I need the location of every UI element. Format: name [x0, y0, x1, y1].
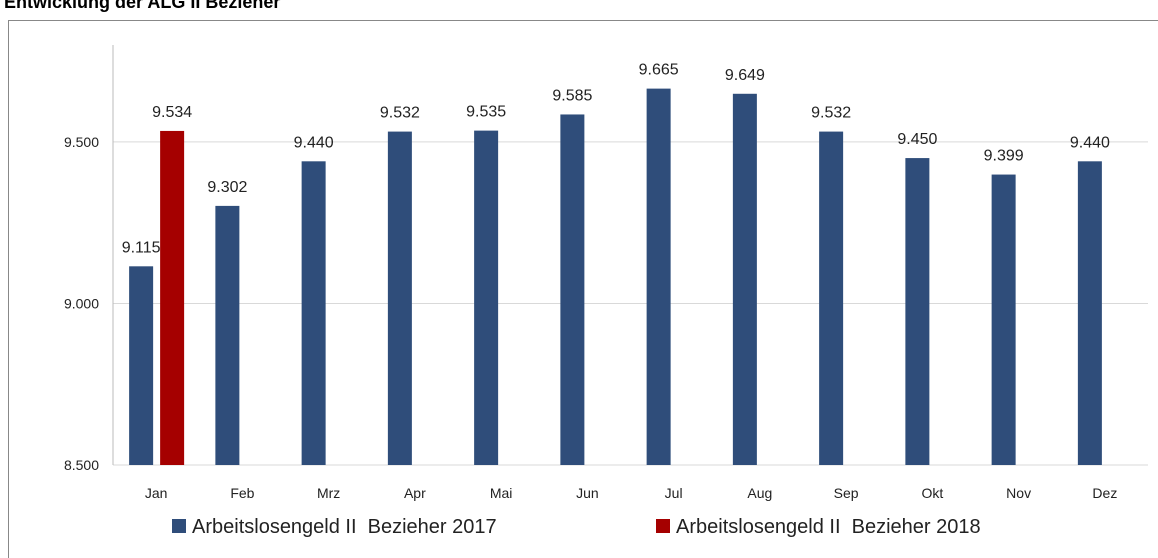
bar	[1077, 161, 1102, 466]
data-label: 9.532	[811, 105, 851, 122]
legend-swatch	[172, 519, 186, 533]
x-tick-label: Okt	[921, 485, 943, 501]
data-label: 9.302	[207, 179, 247, 196]
data-label: 9.450	[897, 131, 937, 148]
chart-title: Entwicklung der ALG II Bezieher	[4, 0, 280, 12]
data-label: 9.665	[639, 62, 679, 79]
legend-label: Arbeitslosengeld II Bezieher 2018	[676, 516, 981, 538]
y-tick-label: 9.000	[64, 295, 99, 311]
bar	[819, 131, 844, 466]
chart-border	[8, 20, 1158, 558]
x-tick-label: Jun	[576, 485, 599, 501]
x-tick-label: Feb	[230, 485, 254, 501]
x-tick-label: Mai	[490, 485, 513, 501]
bar	[215, 205, 240, 465]
bar	[160, 130, 185, 465]
x-tick-label: Jan	[145, 485, 168, 501]
x-tick-label: Dez	[1092, 485, 1117, 501]
data-label: 9.440	[1070, 134, 1110, 151]
bar	[646, 88, 671, 465]
bar	[129, 266, 154, 465]
bar	[991, 174, 1016, 466]
x-tick-label: Jul	[665, 485, 683, 501]
data-label: 9.440	[294, 134, 334, 151]
legend-swatch	[656, 519, 670, 533]
bar	[474, 130, 499, 465]
data-label: 9.585	[552, 87, 592, 104]
bar	[560, 114, 585, 465]
y-tick-label: 9.500	[64, 134, 99, 150]
bar	[905, 158, 930, 466]
legend-label: Arbeitslosengeld II Bezieher 2017	[192, 516, 497, 538]
data-label: 9.532	[380, 105, 420, 122]
data-label: 9.115	[122, 239, 161, 256]
bar	[732, 93, 757, 466]
x-tick-label: Aug	[747, 485, 772, 501]
bar	[301, 161, 326, 466]
data-label: 9.399	[984, 148, 1024, 165]
x-tick-label: Sep	[834, 485, 859, 501]
data-label: 9.534	[152, 104, 192, 121]
data-label: 9.535	[466, 104, 506, 121]
data-label: 9.649	[725, 67, 765, 84]
bar	[387, 131, 412, 466]
x-tick-label: Mrz	[317, 485, 340, 501]
x-tick-label: Nov	[1006, 485, 1031, 501]
x-tick-label: Apr	[404, 485, 426, 501]
y-tick-label: 8.500	[64, 457, 99, 473]
